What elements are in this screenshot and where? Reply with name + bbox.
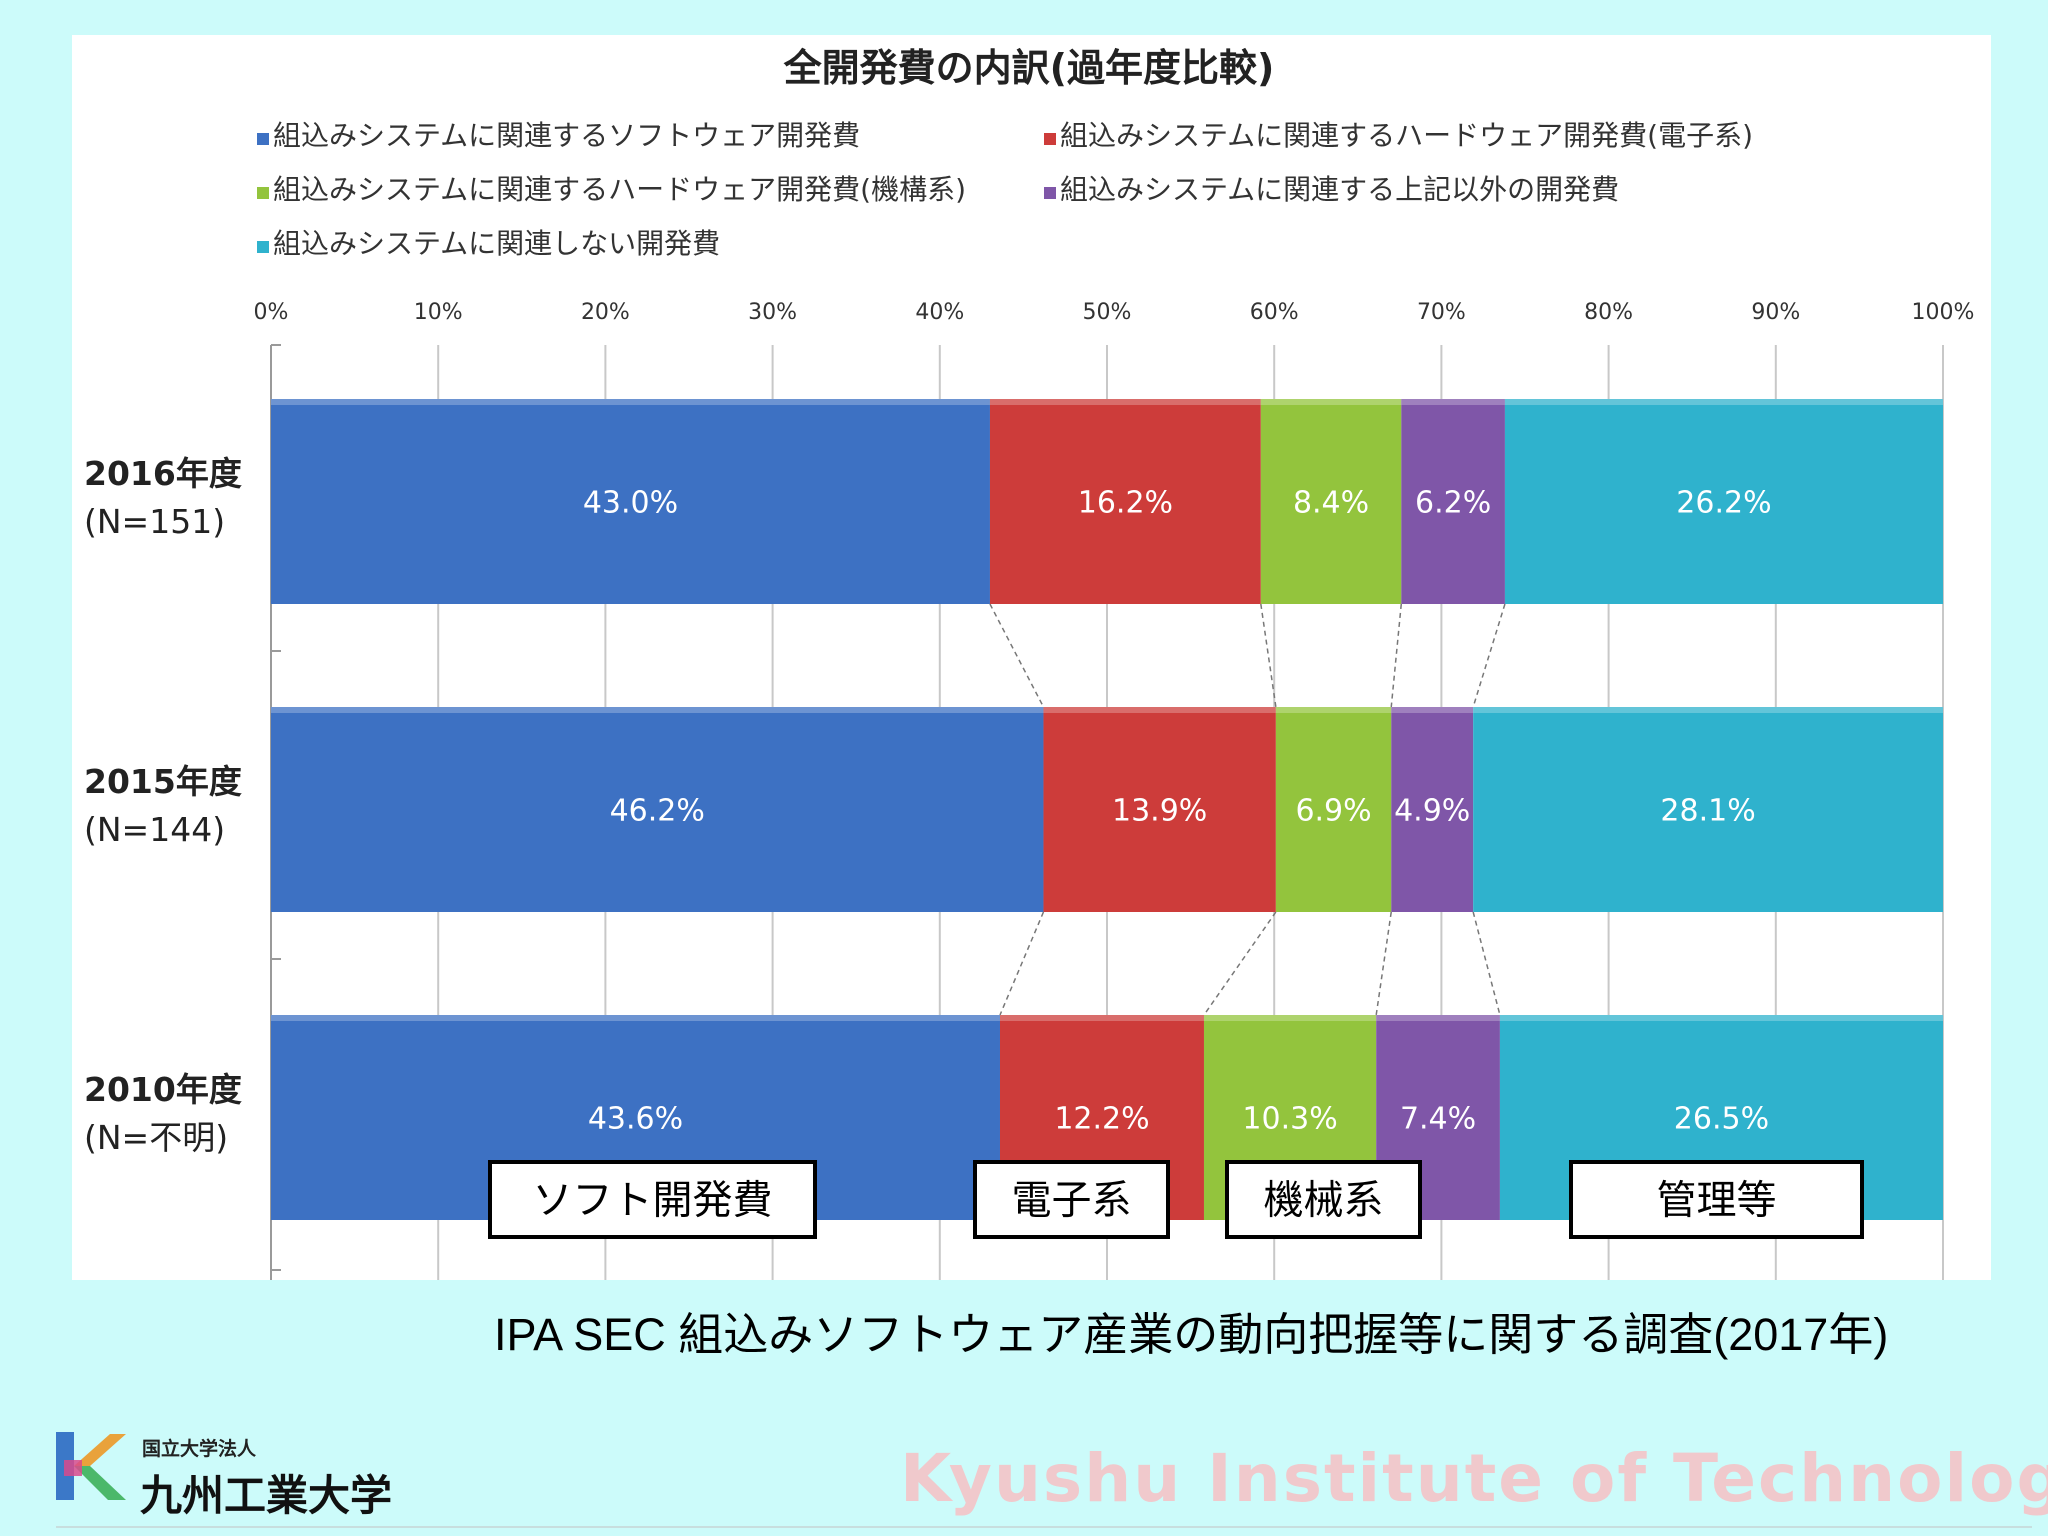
annotation-label: 機械系 <box>1264 1178 1384 1224</box>
connector-line <box>989 603 1045 708</box>
connector-line <box>1472 911 1501 1016</box>
data-label: 8.4% <box>1293 486 1369 521</box>
legend-entry: 組込みシステムに関連するハードウェア開発費(電子系) <box>1060 119 1753 152</box>
logo-name: 九州工業大学 <box>140 1471 393 1520</box>
legend-swatch <box>1044 133 1056 145</box>
data-label: 7.4% <box>1400 1102 1476 1137</box>
category-n-label: (N=不明) <box>84 1118 228 1157</box>
x-tick-label: 40% <box>915 300 964 325</box>
annotation-label: 管理等 <box>1657 1178 1777 1224</box>
legend-swatch <box>257 241 269 253</box>
bar-segment <box>1401 399 1505 604</box>
annotation-label: ソフト開発費 <box>533 1178 773 1224</box>
legend-entry: 組込みシステムに関連しない開発費 <box>273 227 720 260</box>
annotation-box <box>1225 1160 1422 1239</box>
data-label: 26.2% <box>1676 486 1771 521</box>
annotation-box <box>488 1160 817 1239</box>
data-label: 28.1% <box>1660 794 1755 829</box>
x-tick-label: 30% <box>748 300 797 325</box>
x-axis-ticks: 0% 10% 20% 30% 40% 50% 60% 70% 80% 90% 100% <box>254 300 1975 325</box>
category-year-label: 2016年度 <box>84 454 242 493</box>
legend-swatch <box>257 187 269 199</box>
connector-line <box>1390 603 1403 708</box>
bar-segment <box>1391 707 1474 912</box>
x-tick-label: 50% <box>1083 300 1132 325</box>
annotation-label: 電子系 <box>1012 1178 1132 1224</box>
connector-line <box>1472 603 1506 708</box>
data-label: 6.9% <box>1295 794 1371 829</box>
data-label: 6.2% <box>1415 486 1491 521</box>
annotation-boxes: ソフト開発費 電子系 機械系 管理等 <box>488 1160 1864 1239</box>
bar-segment <box>989 399 1261 604</box>
connector-line <box>1203 911 1277 1016</box>
data-label: 43.0% <box>583 486 678 521</box>
watermark-text: Kyushu Institute of Technology <box>900 1440 2048 1517</box>
chart-panel: 全開発費の内訳(過年度比較) 組込みシステムに関連するソフトウェア開発費 組込みシ… <box>72 35 1991 1280</box>
chart-title: 全開発費の内訳(過年度比較) <box>783 46 1275 90</box>
data-label: 26.5% <box>1674 1102 1769 1137</box>
data-label: 10.3% <box>1242 1102 1337 1137</box>
bar-segment <box>1275 707 1392 912</box>
bars: 43.0% 16.2% 8.4% 6.2% 26.2% 46.2% 13.9% 6.9% 4.9… <box>271 399 1943 1220</box>
bar-segment <box>1504 399 1943 604</box>
bar-segment <box>271 399 990 604</box>
bar-segment <box>1260 399 1402 604</box>
category-year-label: 2010年度 <box>84 1070 242 1109</box>
connector-line <box>1375 911 1392 1016</box>
bar-segment <box>271 707 1044 912</box>
connector-line <box>999 911 1045 1016</box>
category-labels: 2016年度 (N=151) 2015年度 (N=144) 2010年度 (N=不明) <box>84 454 242 1157</box>
x-tick-label: 80% <box>1584 300 1633 325</box>
footer-divider <box>56 1526 2032 1528</box>
data-label: 4.9% <box>1394 794 1470 829</box>
logo-subtitle: 国立大学法人 <box>142 1438 257 1460</box>
connector-lines <box>989 603 1506 1016</box>
legend-swatch <box>1044 187 1056 199</box>
stacked-bar-chart: 全開発費の内訳(過年度比較) 組込みシステムに関連するソフトウェア開発費 組込みシ… <box>84 46 1975 1280</box>
data-label: 46.2% <box>610 794 705 829</box>
x-tick-label: 100% <box>1912 300 1975 325</box>
data-label: 43.6% <box>588 1102 683 1137</box>
legend-entry: 組込みシステムに関連するソフトウェア開発費 <box>273 119 860 152</box>
data-label: 13.9% <box>1112 794 1207 829</box>
x-tick-label: 90% <box>1751 300 1800 325</box>
data-label: 12.2% <box>1054 1102 1149 1137</box>
legend-entry: 組込みシステムに関連するハードウェア開発費(機構系) <box>273 173 966 206</box>
x-tick-label: 0% <box>254 300 289 325</box>
source-citation: IPA SEC 組込みソフトウェア産業の動向把握等に関する調査(2017年) <box>494 1309 1889 1360</box>
bar-segment <box>1043 707 1276 912</box>
category-year-label: 2015年度 <box>84 762 242 801</box>
bar-segment <box>1473 707 1943 912</box>
x-tick-label: 60% <box>1250 300 1299 325</box>
legend-entry: 組込みシステムに関連する上記以外の開発費 <box>1060 173 1619 206</box>
x-tick-label: 10% <box>414 300 463 325</box>
annotation-box <box>973 1160 1170 1239</box>
x-tick-label: 20% <box>581 300 630 325</box>
data-label: 16.2% <box>1078 486 1173 521</box>
annotation-box <box>1569 1160 1864 1239</box>
category-n-label: (N=151) <box>84 502 225 541</box>
x-tick-label: 70% <box>1417 300 1466 325</box>
kyutech-logo-icon <box>56 1432 126 1500</box>
legend-swatch <box>257 133 269 145</box>
legend: 組込みシステムに関連するソフトウェア開発費組込みシステムに関連するハードウェア開… <box>257 119 1753 260</box>
category-n-label: (N=144) <box>84 810 225 849</box>
